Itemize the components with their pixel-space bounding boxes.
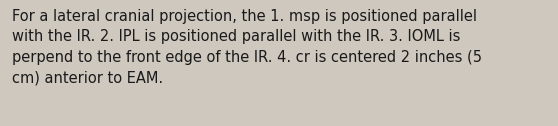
Text: For a lateral cranial projection, the 1. msp is positioned parallel
with the IR.: For a lateral cranial projection, the 1.… xyxy=(12,9,482,85)
